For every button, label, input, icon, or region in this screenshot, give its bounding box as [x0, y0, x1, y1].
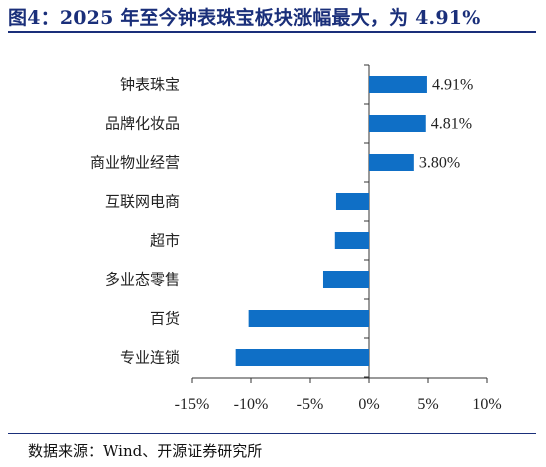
- tick-labels: -15% -10% -5% 0% 5% 10%: [175, 396, 502, 413]
- chart-bars: [235, 76, 427, 366]
- bar: [335, 193, 369, 210]
- x-tick-label: -10%: [234, 396, 269, 413]
- source-note: 数据来源：Wind、开源证券研究所: [28, 442, 263, 460]
- bar: [369, 115, 426, 132]
- category-label: 百货: [150, 310, 180, 328]
- category-label: 超市: [150, 232, 180, 250]
- category-label: 专业连锁: [120, 349, 180, 367]
- bar: [322, 271, 369, 288]
- bar: [248, 310, 369, 327]
- footer-divider: [8, 433, 536, 434]
- data-labels: 4.91% 4.81% 3.80%: [419, 77, 473, 172]
- data-label: 4.91%: [432, 77, 473, 94]
- category-label: 商业物业经营: [90, 154, 180, 172]
- bar: [369, 154, 414, 171]
- x-tick-label: 5%: [417, 396, 438, 413]
- chart-axes: [191, 64, 488, 383]
- title-divider: [8, 31, 536, 33]
- bar: [235, 349, 369, 366]
- x-tick-label: 10%: [472, 396, 501, 413]
- category-label: 互联网电商: [105, 193, 180, 211]
- data-label: 3.80%: [419, 155, 460, 172]
- bar: [369, 76, 427, 93]
- chart-title: 图4：2025 年至今钟表珠宝板块涨幅最大，为 4.91%: [8, 7, 481, 29]
- category-label: 品牌化妆品: [105, 115, 180, 133]
- x-tick-label: -5%: [297, 396, 324, 413]
- category-label: 多业态零售: [105, 271, 180, 289]
- data-label: 4.81%: [431, 116, 472, 133]
- bar: [334, 232, 369, 249]
- x-tick-label: 0%: [358, 396, 379, 413]
- x-tick-label: -15%: [175, 396, 210, 413]
- category-label: 钟表珠宝: [120, 76, 180, 94]
